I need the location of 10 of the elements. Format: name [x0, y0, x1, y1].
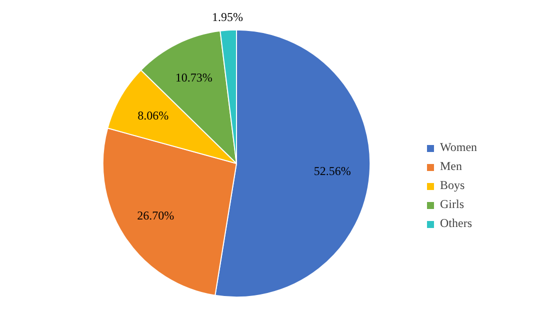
legend-label: Women — [440, 140, 478, 155]
data-label: 8.06% — [138, 108, 169, 123]
data-label: 1.95% — [212, 10, 244, 24]
data-label: 26.70% — [137, 208, 174, 223]
legend-label: Men — [440, 159, 462, 174]
legend-label: Girls — [440, 197, 464, 212]
data-label: 10.73% — [175, 70, 212, 84]
data-label: 52.56% — [314, 164, 351, 178]
legend-label: Others — [440, 216, 472, 231]
legend-label: Boys — [440, 178, 465, 193]
